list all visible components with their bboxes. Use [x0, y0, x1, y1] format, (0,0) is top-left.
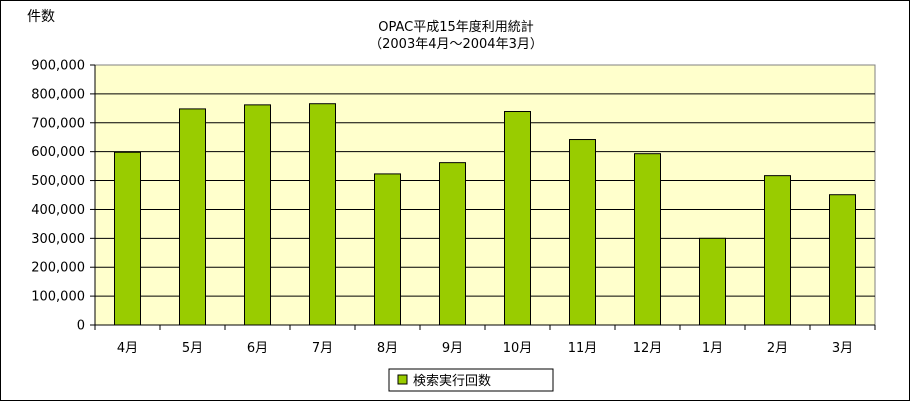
bar	[829, 194, 856, 326]
bar	[439, 162, 466, 326]
legend: 検索実行回数	[388, 368, 554, 392]
chart-title: OPAC平成15年度利用統計	[378, 19, 534, 35]
bar	[374, 173, 401, 326]
legend-swatch	[397, 374, 408, 385]
bar	[114, 151, 141, 326]
chart-subtitle: （2003年4月～2004年3月）	[369, 37, 543, 52]
y-axis: 0 100,000 200,000 300,000 400,000 500,000 600,…	[31, 59, 96, 334]
x-tick-label: 1月	[702, 341, 723, 356]
y-tick-label: 500,000	[31, 174, 85, 189]
y-tick-label: 0	[77, 319, 85, 334]
bars	[114, 103, 856, 326]
x-tick-label: 2月	[767, 341, 788, 356]
x-tick-label: 9月	[442, 341, 463, 356]
y-tick-label: 600,000	[31, 145, 85, 160]
x-axis: 4月 5月 6月 7月 8月 9月 10月 11月 12月 1月 2月 3月	[94, 324, 876, 356]
x-tick-label: 5月	[182, 341, 203, 356]
y-tick-label: 800,000	[31, 87, 85, 102]
bar	[634, 153, 661, 326]
y-tick-label: 100,000	[31, 290, 85, 305]
x-tick-label: 12月	[633, 341, 663, 356]
y-axis-label: 件数	[27, 9, 55, 25]
y-tick-label: 300,000	[31, 232, 85, 247]
grid-lines	[95, 93, 875, 297]
y-tick-label: 700,000	[31, 116, 85, 131]
bar	[309, 103, 336, 326]
x-tick-label: 7月	[312, 341, 333, 356]
x-tick-label: 3月	[832, 341, 853, 356]
bar	[244, 104, 271, 326]
legend-box	[388, 368, 554, 392]
legend-label: 検索実行回数	[413, 373, 491, 389]
y-tick-label: 400,000	[31, 203, 85, 218]
y-tick-label: 900,000	[31, 59, 85, 74]
x-tick-label: 6月	[247, 341, 268, 356]
bar	[179, 108, 206, 326]
bar	[699, 237, 726, 326]
x-tick-label: 10月	[503, 341, 533, 356]
x-tick-label: 8月	[377, 341, 398, 356]
y-tick-label: 200,000	[31, 261, 85, 276]
bar	[764, 175, 791, 326]
bar	[569, 139, 596, 326]
x-tick-label: 11月	[568, 341, 598, 356]
bar	[504, 111, 531, 326]
plot-area	[94, 64, 876, 326]
x-tick-label: 4月	[117, 341, 138, 356]
